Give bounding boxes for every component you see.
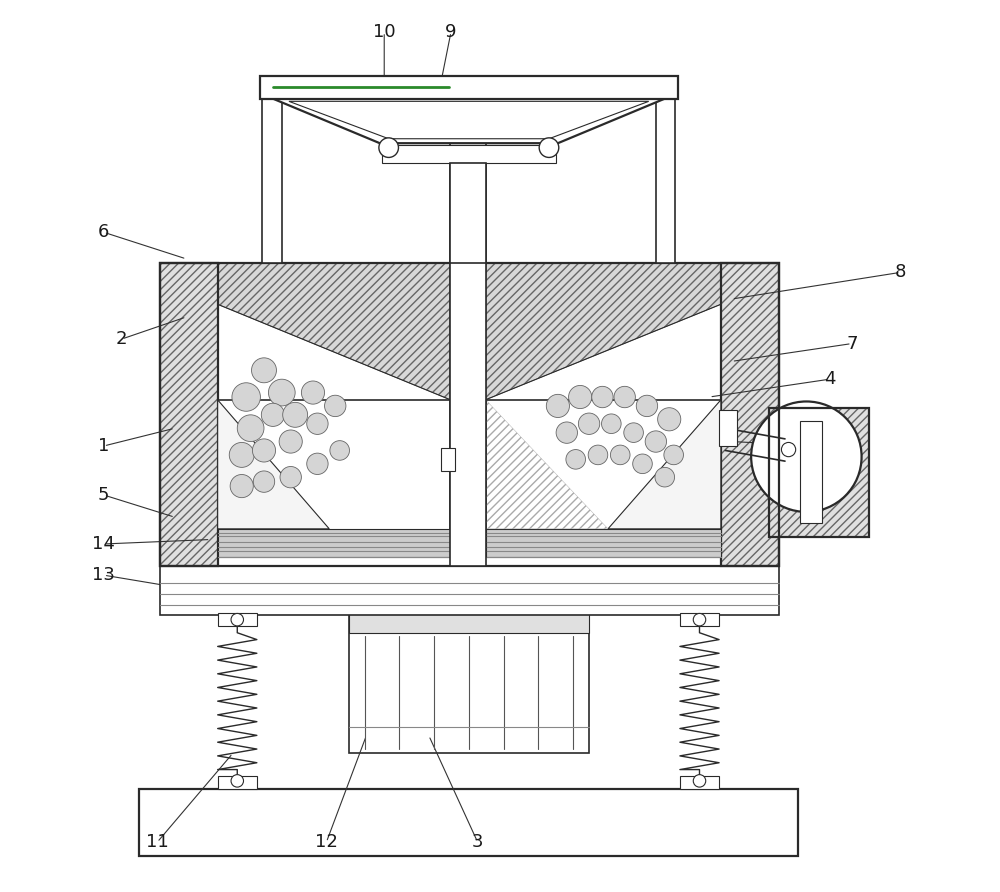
Bar: [139, 789, 798, 855]
Bar: [160, 566, 779, 615]
Circle shape: [230, 475, 253, 498]
Circle shape: [283, 402, 308, 427]
Polygon shape: [273, 99, 665, 144]
Bar: [721, 263, 779, 566]
Circle shape: [624, 423, 643, 442]
Circle shape: [268, 379, 295, 406]
Circle shape: [325, 395, 346, 417]
Circle shape: [330, 441, 349, 460]
Bar: [769, 408, 869, 537]
Bar: [486, 529, 721, 558]
Circle shape: [693, 774, 706, 787]
Circle shape: [261, 403, 284, 426]
Bar: [450, 162, 486, 263]
Polygon shape: [608, 400, 721, 529]
Circle shape: [658, 408, 681, 431]
Bar: [719, 410, 737, 446]
Bar: [218, 529, 450, 558]
Bar: [218, 558, 721, 566]
Circle shape: [693, 614, 706, 626]
Circle shape: [592, 386, 613, 408]
Bar: [349, 611, 589, 753]
Circle shape: [614, 386, 635, 408]
Circle shape: [566, 450, 585, 469]
Text: A: A: [841, 477, 854, 495]
Text: 14: 14: [92, 535, 115, 553]
Bar: [382, 145, 556, 162]
Text: 13: 13: [92, 566, 115, 584]
Circle shape: [231, 774, 244, 787]
Bar: [349, 611, 589, 633]
Bar: [260, 77, 678, 99]
Bar: [139, 789, 798, 855]
Circle shape: [751, 401, 862, 512]
Circle shape: [539, 138, 559, 158]
Text: 11: 11: [146, 833, 168, 851]
Circle shape: [237, 415, 264, 442]
Circle shape: [231, 614, 244, 626]
Text: 1: 1: [98, 437, 109, 455]
Bar: [656, 99, 675, 263]
Circle shape: [280, 467, 301, 488]
Circle shape: [307, 453, 328, 475]
Circle shape: [636, 395, 658, 417]
Bar: [680, 614, 719, 626]
Text: 12: 12: [315, 833, 338, 851]
Circle shape: [301, 381, 325, 404]
Circle shape: [578, 413, 600, 434]
Circle shape: [569, 385, 592, 409]
Text: 7: 7: [846, 334, 858, 352]
Polygon shape: [486, 263, 721, 400]
Text: 8: 8: [895, 263, 906, 281]
Bar: [441, 449, 455, 471]
Circle shape: [633, 454, 652, 474]
Text: 15: 15: [809, 437, 832, 455]
Bar: [160, 263, 779, 566]
Circle shape: [253, 471, 275, 492]
Bar: [680, 776, 719, 789]
Bar: [486, 400, 721, 558]
Circle shape: [252, 439, 276, 462]
Circle shape: [229, 442, 254, 467]
Text: 9: 9: [445, 23, 457, 41]
Bar: [721, 263, 779, 566]
Circle shape: [655, 467, 675, 487]
Bar: [160, 263, 218, 566]
Circle shape: [781, 442, 796, 457]
Circle shape: [379, 138, 398, 158]
Bar: [800, 421, 822, 524]
Polygon shape: [218, 400, 329, 529]
Bar: [218, 400, 450, 558]
Circle shape: [307, 413, 328, 434]
Polygon shape: [218, 263, 450, 400]
Bar: [218, 614, 257, 626]
Circle shape: [588, 445, 608, 465]
Circle shape: [232, 383, 260, 411]
Circle shape: [664, 445, 683, 465]
Bar: [160, 263, 218, 566]
Bar: [262, 99, 282, 263]
Text: 2: 2: [116, 330, 127, 348]
Circle shape: [610, 445, 630, 465]
Text: 6: 6: [98, 223, 109, 241]
Text: 4: 4: [824, 370, 835, 388]
Bar: [218, 776, 257, 789]
Circle shape: [279, 430, 302, 453]
Circle shape: [645, 431, 667, 452]
Bar: [769, 408, 869, 537]
Bar: [450, 95, 486, 566]
Circle shape: [252, 358, 276, 383]
Circle shape: [546, 394, 569, 417]
Text: 5: 5: [98, 486, 109, 504]
Circle shape: [556, 422, 577, 443]
Text: 10: 10: [373, 23, 396, 41]
Text: 3: 3: [472, 833, 483, 851]
Circle shape: [602, 414, 621, 434]
